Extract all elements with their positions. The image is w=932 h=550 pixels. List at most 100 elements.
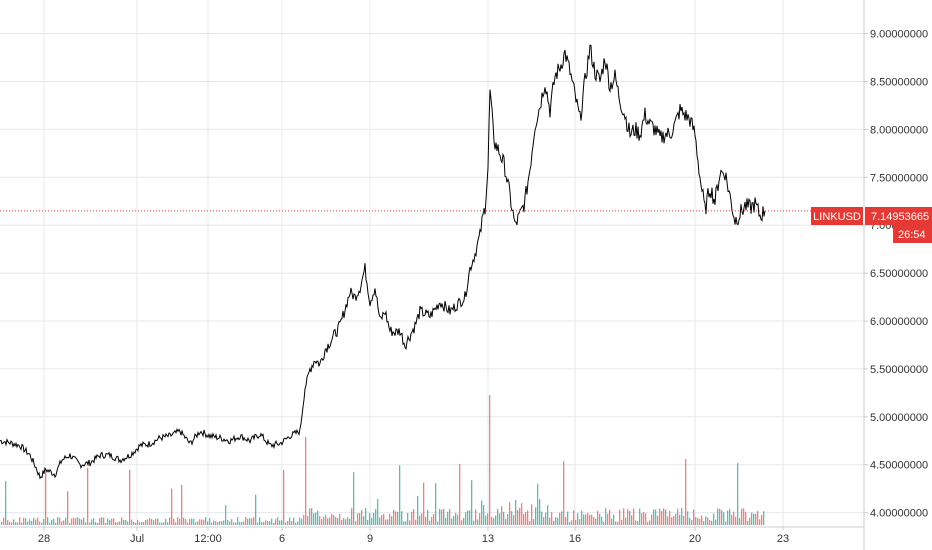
volume-bar [111,518,113,525]
volume-bar [59,517,61,525]
volume-bar [207,521,209,525]
volume-bar [61,521,63,525]
volume-bar [171,488,173,525]
volume-bar [505,518,507,525]
volume-bar [705,516,707,525]
volume-bar [455,512,457,525]
y-tick-label: 6.50000000 [870,268,928,280]
volume-bar [521,503,523,525]
volume-bar [355,521,357,525]
volume-bar [679,514,681,525]
volume-bar [651,514,653,525]
volume-bar [615,521,617,525]
volume-bar [31,520,33,525]
volume-bar [33,517,35,525]
volume-bar [535,507,537,525]
volume-bar [213,520,215,525]
volume-bar [71,518,73,525]
volume-bar [69,522,71,525]
volume-bar [117,522,119,525]
volume-bar [393,509,395,525]
symbol-badge-bg [811,207,863,225]
volume-bar [691,520,693,525]
volume-bar [425,516,427,525]
volume-bar [331,513,333,525]
volume-bar [685,459,687,525]
volume-bar [245,517,247,525]
volume-bar [183,517,185,525]
volume-bar [303,515,305,525]
volume-bar [601,516,603,525]
volume-bar [229,521,231,525]
volume-bar [571,520,573,525]
volume-bar [339,513,341,525]
volume-bar [141,521,143,525]
x-tick-label: 16 [569,533,581,545]
volume-bar [763,511,765,525]
volume-bar [247,518,249,525]
volume-bar [757,510,759,525]
volume-bar [599,513,601,525]
volume-bar [315,512,317,525]
volume-bar [243,521,245,525]
volume-bar [483,505,485,525]
volume-bar [437,521,439,525]
countdown-badge: 26:54 [893,225,932,243]
volume-bar [93,518,95,525]
volume-bar [723,512,725,525]
volume-bar [733,511,735,525]
volume-bar [631,515,633,525]
volume-bar [241,522,243,525]
volume-bar [5,481,7,525]
volume-bar [95,522,97,525]
volume-bar [617,521,619,525]
volume-bar [299,517,301,525]
volume-bar [187,522,189,525]
time-axis[interactable]: 28 Jul 12:00 6 9 13 16 20 23 [38,527,789,545]
volume-bar [703,521,705,525]
volume-bar [473,520,475,525]
volume-bar [563,461,565,525]
volume-bar [441,509,443,525]
volume-bar [671,517,673,525]
volume-bar [167,522,169,525]
price-axis[interactable]: 4.00000000 4.50000000 5.00000000 5.50000000… [864,29,928,520]
volume-bar [309,508,311,525]
volume-bar [107,518,109,525]
volume-bar [289,517,291,525]
volume-bar [433,513,435,525]
volume-bar [83,517,85,525]
volume-bar [85,522,87,525]
volume-bar [497,508,499,525]
volume-bar [153,520,155,525]
volume-bar [491,516,493,525]
volume-bar [77,517,79,525]
volume-bar [587,512,589,525]
volume-bar [103,517,105,525]
volume-bar [279,520,281,525]
volume-bar [687,511,689,525]
volume-bar [19,517,21,525]
volume-bar [313,513,315,525]
volume-bar [119,521,121,525]
volume-bar [147,519,149,525]
volume-bar [165,519,167,525]
x-tick-label: 9 [367,533,373,545]
volume-bar [683,515,685,525]
volume-bar [485,515,487,525]
volume-bar [735,516,737,525]
volume-bar [75,518,77,525]
volume-bar [559,512,561,525]
volume-bar [361,510,363,525]
volume-bar [163,522,165,525]
volume-bar [569,521,571,525]
x-tick-label: 6 [279,533,285,545]
volume-bar [725,521,727,525]
volume-bar [43,519,45,525]
volume-bar [635,520,637,525]
volume-bar [621,519,623,525]
volume-bar [747,521,749,525]
volume-bar [65,517,67,525]
volume-bar [63,520,65,525]
